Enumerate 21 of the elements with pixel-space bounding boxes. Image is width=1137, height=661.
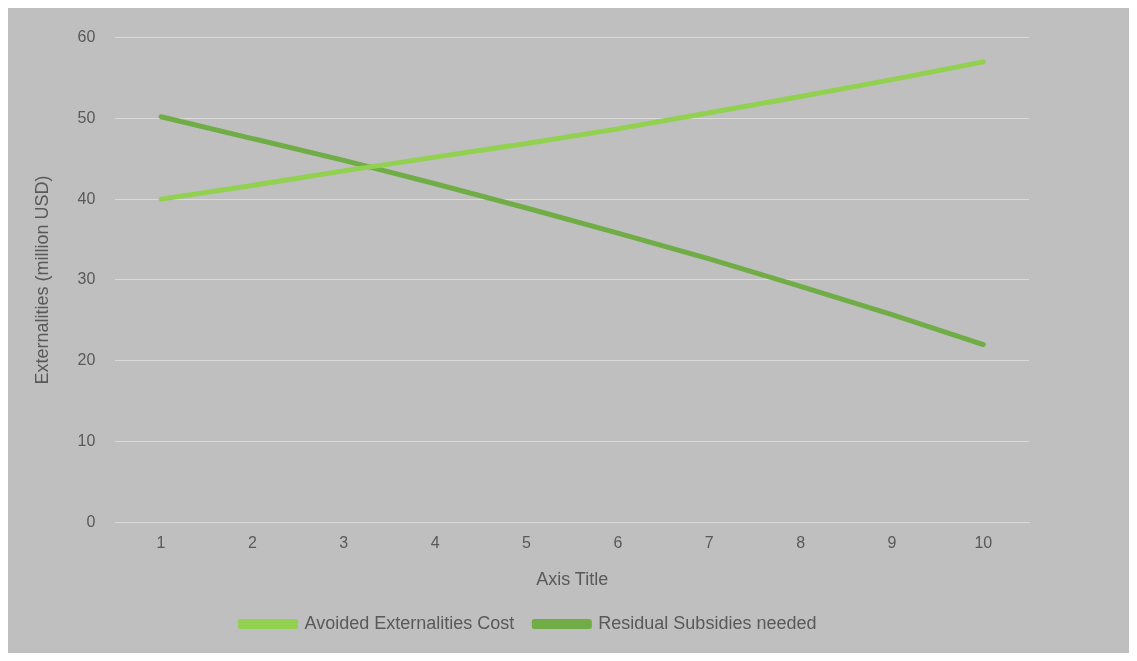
y-tick-label: 10 [77, 431, 96, 449]
y-tick-label: 40 [77, 189, 96, 207]
x-tick-label: 5 [522, 534, 532, 552]
x-tick-label: 2 [247, 534, 257, 552]
x-tick-label: 10 [974, 534, 993, 552]
legend-label: Avoided Externalities Cost [304, 612, 515, 633]
x-tick-label: 6 [613, 534, 623, 552]
x-tick-label: 1 [156, 534, 166, 552]
y-tick-label: 30 [77, 270, 96, 288]
x-tick-label: 3 [339, 534, 349, 552]
y-tick-label: 0 [86, 512, 96, 530]
y-axis-title: Externalities (million USD) [31, 175, 52, 385]
y-tick-label: 60 [77, 28, 96, 46]
y-tick-label: 50 [77, 108, 96, 126]
x-tick-label: 7 [704, 534, 714, 552]
y-tick-label: 20 [77, 351, 96, 369]
x-tick-label: 4 [430, 534, 440, 552]
x-axis-title: Axis Title [536, 569, 609, 590]
x-tick-label: 8 [796, 534, 806, 552]
legend-label: Residual Subsidies needed [598, 612, 817, 633]
x-tick-label: 9 [887, 534, 897, 552]
